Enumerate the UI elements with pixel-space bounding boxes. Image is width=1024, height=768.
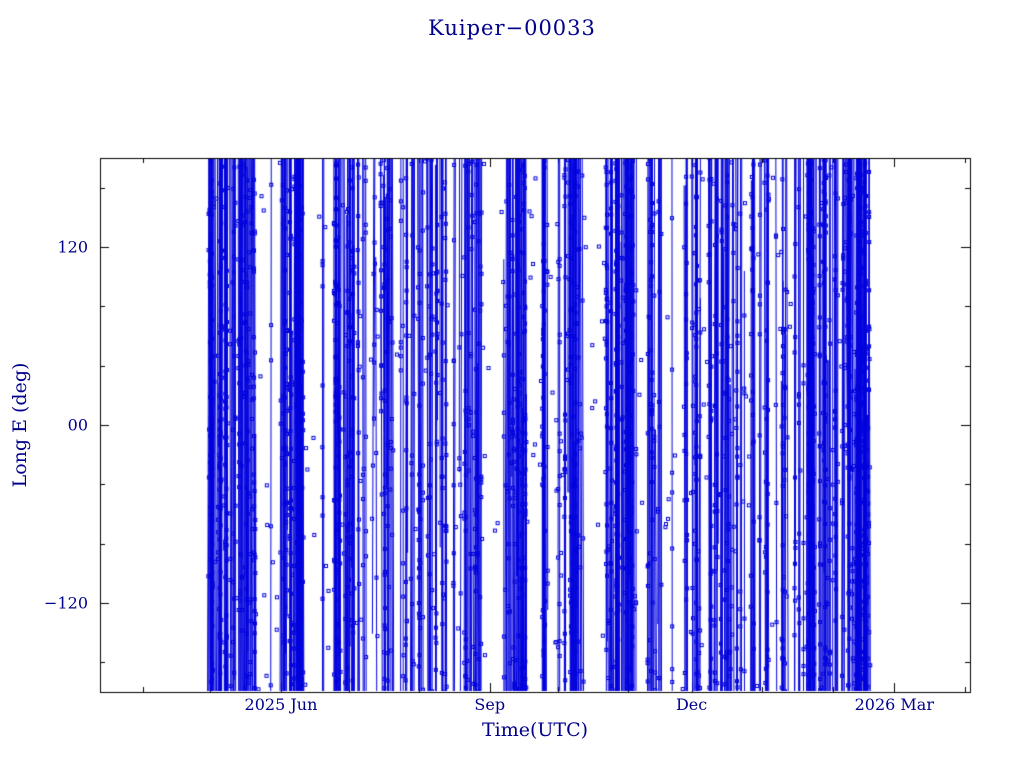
y-tick-label: −120 bbox=[44, 593, 88, 613]
y-tick-label: 120 bbox=[57, 237, 88, 257]
x-axis-label: Time(UTC) bbox=[481, 719, 589, 741]
x-tick-label: Dec bbox=[675, 695, 708, 714]
x-tick-label: 2026 Mar bbox=[854, 695, 934, 714]
y-tick-label: 00 bbox=[67, 415, 88, 435]
chart-title: Kuiper−00033 bbox=[428, 16, 596, 40]
x-tick-label: Sep bbox=[474, 695, 506, 714]
x-tick-label: 2025 Jun bbox=[244, 695, 318, 714]
